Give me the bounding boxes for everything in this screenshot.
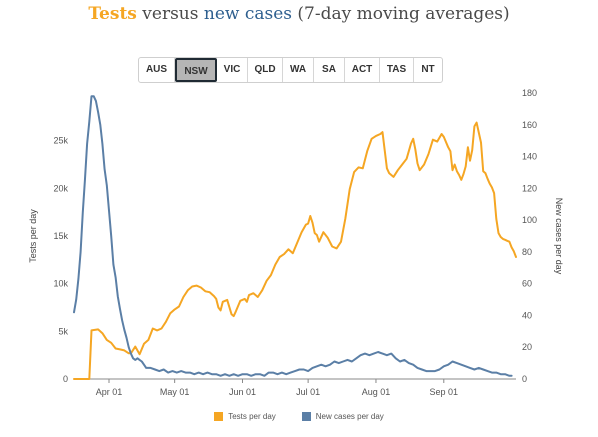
legend-item-tests[interactable]: Tests per day: [214, 412, 276, 421]
y-right-tick-label: 0: [522, 374, 527, 384]
y-right-tick-label: 60: [522, 279, 532, 289]
y-left-tick-label: 20k: [53, 183, 68, 193]
tab-aus[interactable]: AUS: [139, 58, 175, 82]
tab-nt[interactable]: NT: [421, 64, 435, 75]
cases-line: [73, 95, 513, 377]
y-left-tick-label: 15k: [53, 231, 68, 241]
y-right-tick-label: 140: [522, 152, 537, 162]
y-right-tick-label: 40: [522, 310, 532, 320]
x-tick-label: Sep 01: [430, 387, 459, 397]
legend-label-tests: Tests per day: [228, 412, 276, 421]
tab-vic[interactable]: VIC: [217, 58, 248, 82]
legend-swatch-tests: [214, 412, 224, 421]
y-right-tick-label: 80: [522, 247, 532, 257]
y-right-tick-label: 120: [522, 183, 537, 193]
title-versus: versus: [136, 4, 204, 24]
tab-tas[interactable]: TAS: [380, 58, 414, 82]
tab-nsw[interactable]: NSW: [175, 58, 217, 82]
y-right-tick-label: 20: [522, 342, 532, 352]
title-new-cases: new cases: [203, 4, 293, 24]
tests-line: [73, 121, 517, 380]
state-tab-bar: AUS NSW VIC QLD WA SA ACT TAS NT: [138, 57, 443, 83]
y-left-tick-label: 25k: [53, 136, 68, 146]
legend-swatch-cases: [301, 412, 311, 421]
x-tick-label: May 01: [160, 387, 190, 397]
tab-act[interactable]: ACT: [345, 58, 380, 82]
y-right-tick-label: 160: [522, 120, 537, 130]
y-right-tick-label: 180: [522, 88, 537, 98]
x-tick-label: Jul 01: [296, 387, 320, 397]
legend-item-cases[interactable]: New cases per day: [301, 412, 384, 421]
tab-qld[interactable]: QLD: [248, 58, 283, 82]
y-left-tick-label: 10k: [53, 279, 68, 289]
y-left-axis-title: Tests per day: [28, 209, 38, 263]
chart-legend: Tests per day New cases per day: [0, 412, 598, 421]
tab-wa[interactable]: WA: [283, 58, 314, 82]
title-tests: Tests: [88, 4, 137, 24]
chart-title: Tests versus new cases (7-day moving ave…: [0, 4, 598, 24]
y-left-tick-label: 5k: [58, 326, 68, 336]
tab-sa[interactable]: SA: [314, 58, 345, 82]
x-tick-label: Apr 01: [96, 387, 123, 397]
y-left-tick-label: 0: [63, 374, 68, 384]
y-right-axis-title: New cases per day: [554, 198, 564, 275]
title-suffix: (7-day moving averages): [292, 4, 510, 24]
x-tick-label: Aug 01: [362, 387, 391, 397]
x-tick-label: Jun 01: [229, 387, 256, 397]
y-right-tick-label: 100: [522, 215, 537, 225]
legend-label-cases: New cases per day: [315, 412, 384, 421]
